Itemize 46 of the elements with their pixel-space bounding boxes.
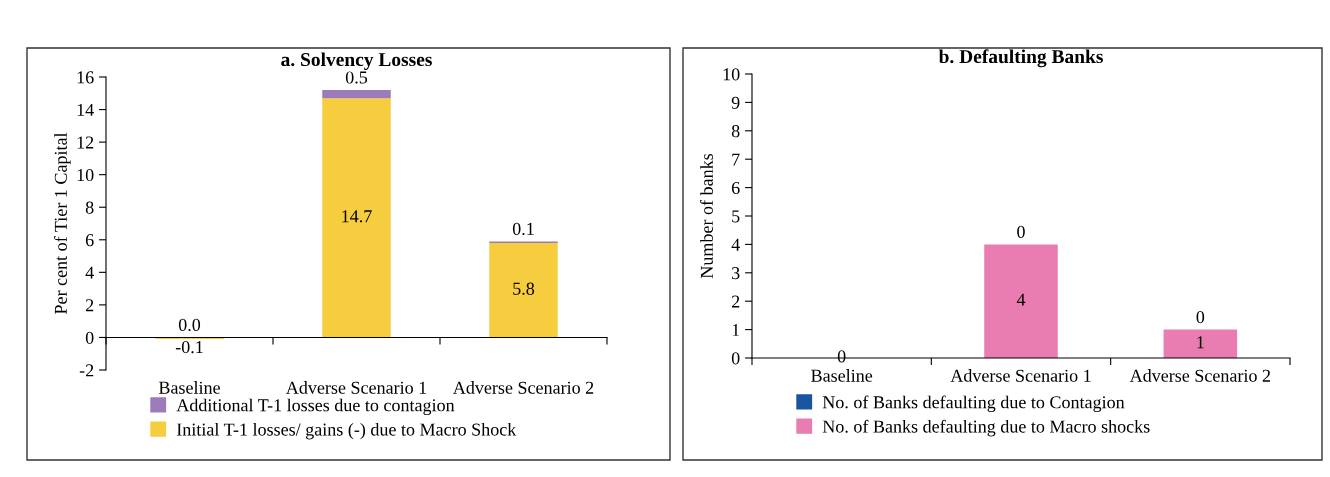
data-label: 14.7 (342, 210, 372, 223)
x-tick-label: Adverse Scenario 2 (452, 381, 594, 394)
data-label: 5.8 (513, 282, 535, 295)
legend-label: No. of Banks defaulting due to Contagion (822, 395, 1125, 413)
y-tick-label: -2 (79, 364, 94, 377)
data-label: 0.5 (345, 71, 368, 84)
y-tick-label: 5 (732, 210, 740, 223)
y-tick-label: 7 (732, 153, 740, 166)
data-label: 0 (1017, 225, 1025, 238)
y-tick-label: 6 (731, 181, 740, 195)
y-tick-label: 2 (85, 299, 94, 312)
x-tick-label: Baseline (811, 369, 873, 382)
y-tick-label: 8 (731, 125, 740, 138)
y-tick-label: 12 (77, 136, 94, 149)
data-label: 0 (837, 350, 846, 363)
data-label: 1 (1197, 336, 1204, 349)
x-tick-label: Adverse Scenario 2 (1129, 369, 1271, 382)
legend-label: No. of Banks defaulting due to Macro shocks (822, 419, 1150, 437)
y-tick-label: 4 (85, 266, 94, 279)
y-tick-label: 10 (77, 168, 94, 182)
data-label: 0.1 (512, 222, 534, 236)
y-tick-label: 10 (723, 68, 740, 81)
data-label: 0.0 (178, 318, 201, 332)
y-tick-label: 9 (731, 96, 740, 109)
y-tick-label: 14 (77, 103, 94, 116)
data-label: 4 (1016, 293, 1026, 306)
chart-title: b. Defaulting Banks (938, 49, 1103, 68)
chart-title: a. Solvency Losses (281, 52, 432, 71)
y-tick-label: 16 (77, 71, 94, 84)
y-tick-label: 6 (85, 234, 94, 247)
y-tick-label: 0 (731, 352, 740, 365)
legend-label: Initial T-1 losses/ gains (-) due to Macro Shock (176, 422, 517, 440)
y-tick-label: 3 (732, 267, 740, 280)
y-tick-label: 1 (732, 323, 740, 336)
y-axis-title: Per cent of Tier 1 Capital (54, 132, 71, 315)
x-tick-label: Baseline (158, 381, 220, 394)
data-label: 0 (1196, 310, 1205, 324)
y-tick-label: 2 (731, 295, 740, 308)
y-axis-title: Number of banks (700, 153, 713, 279)
x-tick-label: Adverse Scenario 1 (950, 369, 1091, 382)
y-tick-label: 0 (85, 331, 94, 344)
x-tick-label: Adverse Scenario 1 (285, 381, 427, 394)
legend-label: Additional T-1 losses due to contagion (176, 398, 455, 416)
y-tick-label: 8 (85, 201, 94, 214)
y-tick-label: 4 (731, 238, 740, 251)
data-label: -0.1 (175, 340, 203, 354)
